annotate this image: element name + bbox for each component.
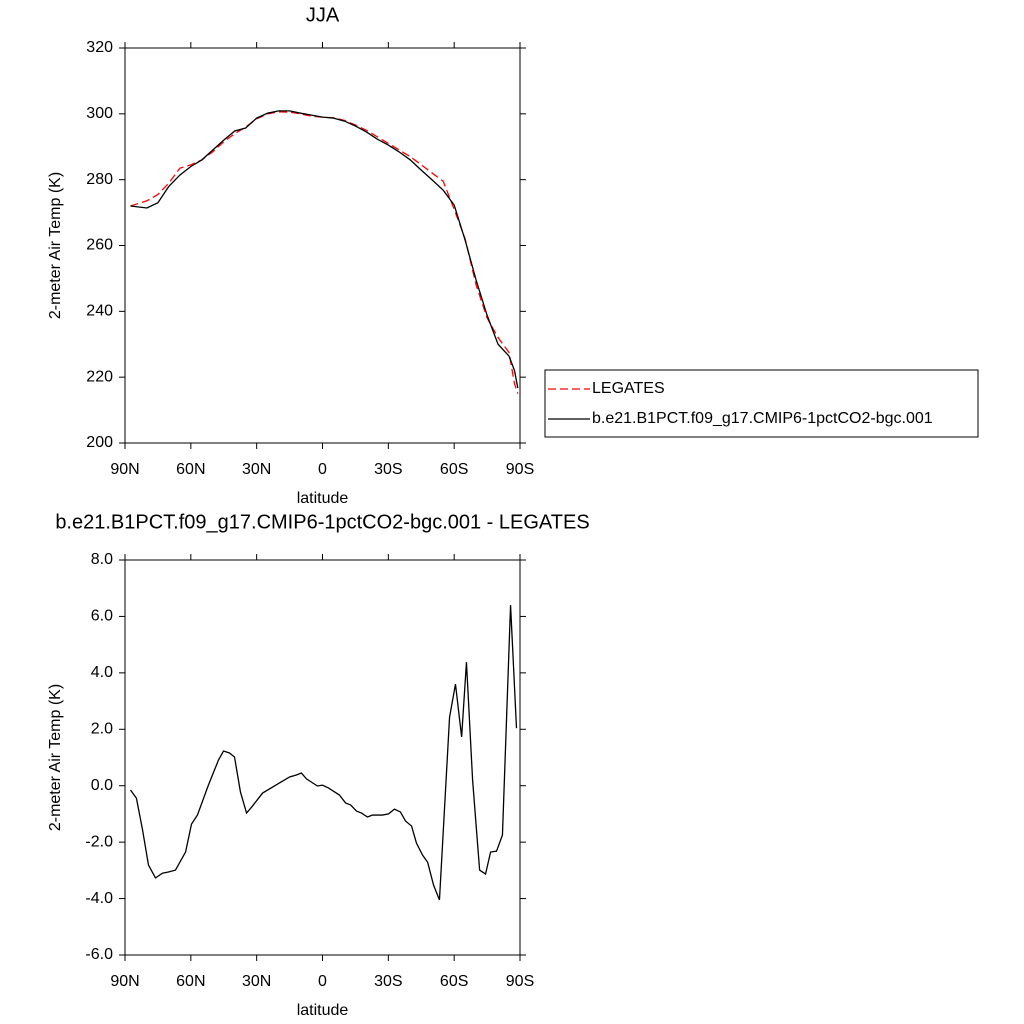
y-tick-label: 240 <box>86 303 113 320</box>
y-tick-label: -4.0 <box>85 890 113 907</box>
y-tick-label: 320 <box>86 39 113 56</box>
x-tick-label: 0 <box>318 461 327 478</box>
y-tick-label: 220 <box>86 368 113 385</box>
x-tick-label: 60S <box>440 973 468 990</box>
x-tick-label: 60N <box>176 461 205 478</box>
legend-label: b.e21.B1PCT.f09_g17.CMIP6-1pctCO2-bgc.00… <box>592 410 933 427</box>
legend-box <box>544 369 979 438</box>
plot-frame <box>124 559 521 956</box>
y-tick-label: 300 <box>86 105 113 122</box>
x-tick-label: 30N <box>242 973 271 990</box>
x-axis-label: latitude <box>297 490 349 507</box>
chart-title: b.e21.B1PCT.f09_g17.CMIP6-1pctCO2-bgc.00… <box>55 511 589 533</box>
y-tick-label: 260 <box>86 237 113 254</box>
y-tick-label: 4.0 <box>91 664 113 681</box>
x-tick-label: 30S <box>374 461 402 478</box>
x-tick-label: 60S <box>440 461 468 478</box>
y-tick-label: 2.0 <box>91 721 113 738</box>
data-line <box>130 111 519 394</box>
x-tick-label: 30N <box>242 461 271 478</box>
x-tick-label: 0 <box>318 973 327 990</box>
y-tick-label: 0.0 <box>91 777 113 794</box>
data-line <box>130 110 519 389</box>
plot-frame <box>124 47 521 444</box>
x-tick-label: 90S <box>506 461 534 478</box>
x-tick-label: 90S <box>506 973 534 990</box>
chart-title: JJA <box>306 4 340 26</box>
y-tick-label: 8.0 <box>91 551 113 568</box>
legend-label: LEGATES <box>592 380 665 397</box>
y-axis-label: 2-meter Air Temp (K) <box>47 172 64 319</box>
data-line <box>129 605 518 901</box>
y-tick-label: -2.0 <box>85 833 113 850</box>
x-tick-label: 90N <box>110 973 139 990</box>
y-tick-label: 280 <box>86 171 113 188</box>
y-tick-label: 6.0 <box>91 608 113 625</box>
x-tick-label: 90N <box>110 461 139 478</box>
x-tick-label: 60N <box>176 973 205 990</box>
x-axis-label: latitude <box>297 1002 349 1019</box>
y-tick-label: -6.0 <box>85 946 113 963</box>
x-tick-label: 30S <box>374 973 402 990</box>
y-tick-label: 200 <box>86 434 113 451</box>
y-axis-label: 2-meter Air Temp (K) <box>47 684 64 831</box>
